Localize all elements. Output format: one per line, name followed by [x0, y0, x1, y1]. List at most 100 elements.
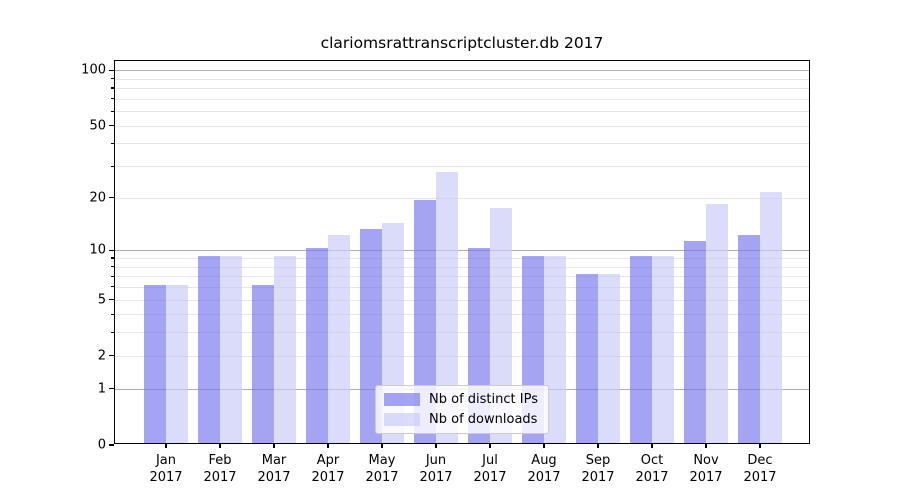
y-tick-mark-minor [111, 142, 114, 144]
x-tick-label: May 2017 [365, 453, 399, 485]
x-tick-label: Sep 2017 [581, 453, 615, 485]
y-tick-mark [109, 355, 114, 357]
gridline-minor [115, 197, 809, 199]
bar-distinct-ips [414, 199, 436, 443]
x-tick-mark [597, 444, 599, 448]
gridline-major [115, 70, 809, 72]
y-tick-mark-minor [111, 78, 114, 80]
y-tick-mark-minor [111, 313, 114, 315]
gridline-minor [115, 98, 809, 100]
gridline-minor [115, 125, 809, 127]
bar-distinct-ips [684, 241, 706, 443]
gridline-minor [115, 332, 809, 334]
bar-downloads [220, 256, 242, 443]
bar-downloads [166, 284, 188, 443]
y-tick-label: 0 [97, 437, 106, 453]
bar-distinct-ips [144, 284, 166, 443]
x-tick-label: Jan 2017 [149, 453, 183, 485]
gridline-minor [115, 299, 809, 301]
x-tick-label: Aug 2017 [527, 453, 561, 485]
legend-swatch-distinct-ips [384, 393, 421, 406]
gridline-minor [115, 258, 809, 259]
y-tick-label: 1 [97, 381, 106, 397]
gridline-minor [115, 286, 809, 288]
x-tick-label: Mar 2017 [257, 453, 291, 485]
x-tick-mark [273, 444, 275, 448]
legend-label-downloads: Nb of downloads [429, 412, 538, 427]
bar-downloads [490, 208, 512, 443]
y-tick-mark-minor [111, 110, 114, 112]
bar-distinct-ips [738, 234, 760, 443]
y-tick-mark-minor [111, 87, 114, 89]
gridline-minor [115, 143, 809, 145]
chart-title: clariomsrattranscriptcluster.db 2017 [320, 34, 604, 52]
x-tick-mark [543, 444, 545, 448]
gridline-minor [115, 166, 809, 168]
legend-swatch-downloads [384, 413, 421, 426]
y-tick-mark-minor [111, 275, 114, 277]
y-tick-mark-minor [111, 286, 114, 288]
x-tick-mark [489, 444, 491, 448]
y-tick-mark-minor [111, 165, 114, 167]
x-tick-label: Oct 2017 [635, 453, 669, 485]
x-tick-mark [165, 444, 167, 448]
gridline-minor [115, 88, 809, 89]
x-tick-label: Apr 2017 [311, 453, 345, 485]
x-tick-label: Feb 2017 [203, 453, 237, 485]
y-tick-label: 100 [81, 62, 106, 78]
y-tick-mark-minor [111, 331, 114, 333]
gridline-minor [115, 78, 809, 80]
gridline-minor [115, 314, 809, 316]
gridline-minor [115, 355, 809, 357]
x-tick-mark [381, 444, 383, 448]
bar-downloads [760, 191, 782, 443]
bar-downloads [274, 256, 296, 443]
y-tick-label: 50 [89, 118, 106, 134]
legend: Nb of distinct IPs Nb of downloads [375, 385, 549, 434]
gridline-major [115, 250, 809, 252]
y-tick-mark-minor [111, 265, 114, 268]
plot-area: 100 50 20 10 5 2 1 0 Jan 2017 Feb 2017 Mar 2017 Apr 201… [81, 60, 810, 485]
bar-distinct-ips [252, 284, 274, 443]
bar-distinct-ips [306, 248, 328, 443]
y-tick-label: 5 [97, 292, 106, 307]
gridline-minor [115, 111, 809, 113]
bar-downloads [706, 203, 728, 443]
legend-label-distinct-ips: Nb of distinct IPs [429, 392, 538, 407]
x-tick-mark [219, 444, 221, 448]
x-tick-label: Jul 2017 [473, 453, 507, 485]
y-tick-mark [109, 388, 114, 390]
bar-distinct-ips [576, 274, 598, 443]
x-tick-mark [705, 444, 707, 448]
y-tick-label: 10 [89, 242, 106, 258]
x-tick-mark [435, 444, 437, 448]
y-tick-mark [109, 125, 114, 127]
bar-distinct-ips [630, 256, 652, 443]
gridline-minor [115, 276, 809, 278]
x-tick-mark [759, 444, 761, 448]
legend-item-downloads: Nb of downloads [384, 412, 538, 427]
y-tick-mark [109, 298, 114, 301]
y-tick-mark [109, 444, 114, 446]
y-tick-label: 20 [89, 190, 106, 206]
x-tick-label: Dec 2017 [743, 453, 777, 485]
x-tick-mark [651, 444, 653, 448]
x-tick-label: Jun 2017 [419, 453, 453, 485]
y-tick-mark-minor [111, 257, 114, 259]
x-tick-label: Nov 2017 [689, 453, 723, 485]
bar-downloads [544, 256, 566, 443]
y-tick-mark-minor [111, 98, 114, 100]
bar-downloads [328, 234, 350, 443]
bar-distinct-ips [198, 256, 220, 443]
x-tick-mark [327, 444, 329, 448]
y-tick-label: 2 [97, 348, 106, 364]
y-tick-mark [109, 197, 114, 199]
gridline-minor [115, 266, 809, 268]
bar-downloads [598, 274, 620, 443]
y-tick-mark [109, 69, 114, 71]
legend-item-distinct-ips: Nb of distinct IPs [384, 392, 538, 407]
bar-downloads [652, 256, 674, 443]
y-tick-mark [109, 249, 114, 251]
bar-downloads [436, 172, 458, 443]
